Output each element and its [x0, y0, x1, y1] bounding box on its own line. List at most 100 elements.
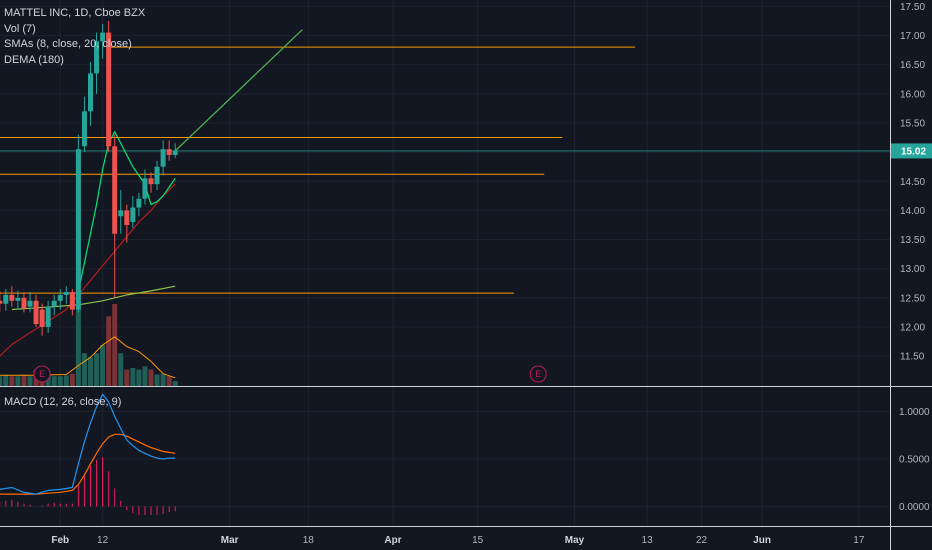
date-tick-label: 17: [853, 535, 865, 546]
candle[interactable]: [142, 169, 148, 205]
candle-body: [124, 210, 130, 225]
candle[interactable]: [106, 20, 112, 153]
candle-body: [69, 292, 75, 310]
volume-bar: [21, 375, 27, 386]
candle[interactable]: [160, 140, 166, 176]
candle-body: [63, 292, 69, 295]
volume-bar: [136, 369, 142, 386]
candle-body: [106, 32, 112, 147]
earnings-icon: [33, 365, 51, 383]
candle-body: [3, 294, 9, 304]
date-tick-label: May: [565, 535, 585, 546]
candle-body: [88, 73, 93, 112]
candle[interactable]: [3, 289, 9, 311]
candle[interactable]: [39, 303, 45, 336]
candle-body: [45, 306, 51, 327]
volume-bar: [57, 376, 63, 386]
volume-bar: [81, 353, 87, 386]
candle[interactable]: [45, 300, 51, 333]
candle[interactable]: [100, 23, 106, 59]
candle[interactable]: [21, 292, 27, 313]
candle-body: [81, 111, 87, 147]
candle-body: [142, 178, 148, 199]
macd-tick-label: 0.5000: [899, 455, 930, 466]
price-tick-label: 17.00: [900, 31, 925, 42]
legend-smas[interactable]: SMAs (8, close, 20, close): [4, 38, 132, 50]
candle[interactable]: [112, 134, 118, 298]
date-tick-label: Feb: [51, 535, 69, 546]
legend-vol[interactable]: Vol (7): [4, 22, 36, 35]
trend-projection-line: [174, 29, 303, 152]
volume-bar: [27, 376, 33, 386]
candle-body: [33, 300, 39, 325]
macd-tick-label: 0.0000: [899, 502, 930, 513]
candles: [0, 20, 178, 336]
candle[interactable]: [69, 289, 75, 316]
candle-body: [112, 146, 118, 234]
candle[interactable]: [154, 160, 160, 190]
candle-body: [172, 150, 178, 156]
earnings-icon: [529, 365, 547, 383]
candle[interactable]: [0, 290, 3, 313]
candle[interactable]: [148, 172, 154, 193]
candle[interactable]: [9, 286, 15, 307]
last-price-badge-bg: [891, 143, 932, 159]
last-price-badge: 15.02: [891, 143, 932, 159]
candle[interactable]: [57, 289, 63, 310]
volume-bar: [63, 375, 69, 386]
earnings-marker[interactable]: E: [33, 365, 51, 383]
date-tick-label: Apr: [384, 535, 401, 546]
price-tick-label: 16.00: [900, 89, 925, 100]
candle[interactable]: [51, 294, 57, 316]
candle-body: [51, 300, 57, 307]
earnings-label: E: [535, 369, 541, 379]
volume-bar: [142, 366, 148, 386]
candle-body: [166, 149, 172, 156]
candle[interactable]: [94, 32, 100, 94]
candle-body: [0, 300, 3, 304]
price-tick-label: 12.50: [900, 293, 925, 304]
volume-bar: [124, 369, 130, 386]
grid: [0, 0, 890, 526]
volume-bar: [51, 376, 57, 386]
volume-bar: [45, 374, 51, 386]
candle[interactable]: [63, 286, 69, 304]
candle[interactable]: [172, 143, 178, 158]
candle[interactable]: [27, 292, 33, 313]
candle[interactable]: [124, 204, 130, 243]
macd-legend[interactable]: MACD (12, 26, close, 9): [4, 396, 122, 408]
candle[interactable]: [130, 195, 136, 228]
earnings-marker[interactable]: E: [529, 365, 547, 383]
candle-body: [27, 300, 33, 307]
candle[interactable]: [81, 96, 87, 153]
candle[interactable]: [118, 189, 124, 234]
candle[interactable]: [33, 294, 39, 327]
chart-legend: MATTEL INC, 1D, Cboe BZX Vol (7) SMAs (8…: [4, 6, 145, 68]
volume-bar: [69, 373, 75, 386]
candle-body: [57, 294, 63, 301]
candle-body: [75, 149, 81, 310]
candle[interactable]: [166, 140, 172, 161]
candle[interactable]: [75, 134, 81, 313]
candle[interactable]: [15, 290, 21, 310]
candle-body: [9, 294, 15, 301]
macd-tick-label: 1.0000: [899, 407, 930, 418]
volume-bar: [94, 353, 100, 386]
date-tick-label: 12: [97, 535, 109, 546]
candle-body: [94, 41, 100, 74]
legend-dema[interactable]: DEMA (180): [4, 53, 64, 66]
candle[interactable]: [136, 192, 142, 217]
candle-body: [160, 149, 166, 167]
price-tick-label: 12.00: [900, 323, 925, 334]
volume-bar: [118, 353, 124, 386]
volume-bar: [154, 374, 160, 386]
price-tick-label: 15.50: [900, 118, 925, 129]
candle[interactable]: [88, 61, 93, 126]
date-tick-label: 15: [472, 535, 484, 546]
macd-histogram: [0, 457, 176, 516]
candle-body: [130, 207, 136, 223]
candle-body: [100, 32, 106, 42]
legend-symbol[interactable]: MATTEL INC, 1D, Cboe BZX: [4, 7, 146, 19]
